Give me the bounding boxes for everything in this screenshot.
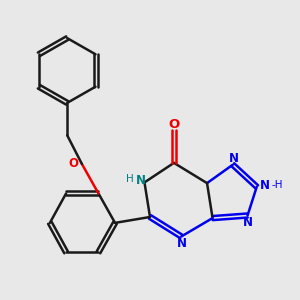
Text: O: O xyxy=(69,158,79,170)
Text: N: N xyxy=(229,152,238,165)
Text: N: N xyxy=(177,237,187,250)
Text: N: N xyxy=(260,179,270,192)
Text: N: N xyxy=(136,174,146,188)
Text: H: H xyxy=(126,174,134,184)
Text: N: N xyxy=(243,216,253,229)
Text: -H: -H xyxy=(271,180,283,190)
Text: O: O xyxy=(168,118,179,131)
